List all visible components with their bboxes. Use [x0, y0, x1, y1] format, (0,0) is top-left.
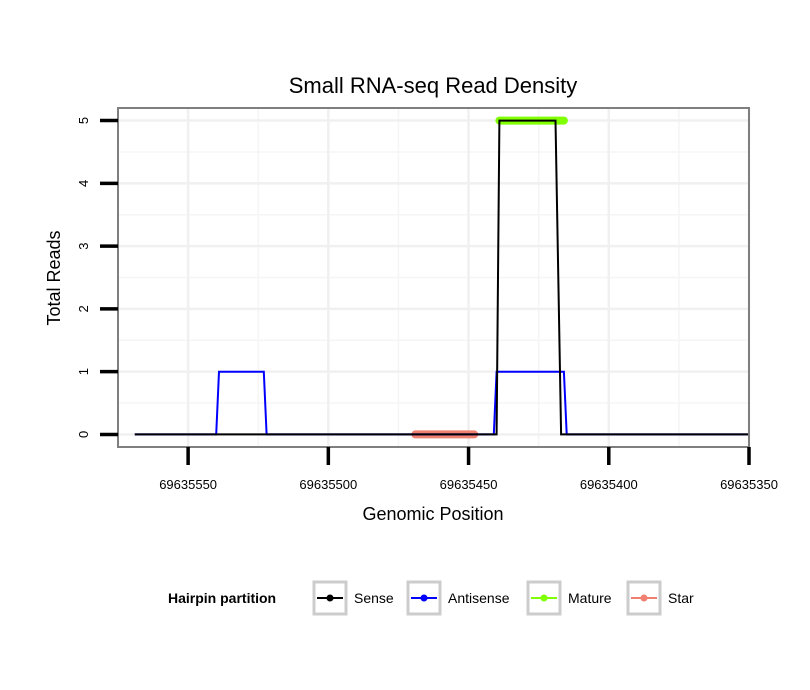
legend-item-sense: Sense	[312, 580, 394, 616]
legend: Hairpin partition Sense Antisense Mature St…	[168, 580, 694, 616]
y-tick-label: 1	[76, 368, 91, 375]
y-tick-label: 2	[76, 305, 91, 312]
y-tick-label: 3	[76, 242, 91, 249]
legend-key-point	[540, 594, 548, 602]
legend-item-star: Star	[626, 580, 694, 616]
legend-key-point	[640, 594, 648, 602]
series-layer	[134, 116, 749, 439]
legend-items: Sense Antisense Mature Star	[312, 580, 694, 616]
y-tick-label: 5	[76, 117, 91, 124]
legend-label: Mature	[568, 590, 612, 606]
x-axis-title: Genomic Position	[362, 504, 503, 524]
y-tick-label: 0	[76, 431, 91, 438]
legend-key-point	[326, 594, 334, 602]
y-axis-title: Total Reads	[44, 230, 64, 325]
legend-item-mature: Mature	[526, 580, 612, 616]
x-tick-label: 69635450	[440, 477, 498, 492]
legend-label: Sense	[354, 590, 394, 606]
legend-label: Antisense	[448, 590, 510, 606]
y-axis: 0 1 2 3 4 5	[76, 117, 118, 438]
legend-label: Star	[668, 590, 694, 606]
legend-key-point	[420, 594, 428, 602]
x-tick-label: 69635550	[159, 477, 217, 492]
legend-item-antisense: Antisense	[406, 580, 510, 616]
series-sense-line	[134, 119, 749, 436]
grid-minor	[118, 108, 749, 447]
x-axis: 69635550 69635500 69635450 69635400 69635350	[159, 447, 778, 492]
chart-title: Small RNA-seq Read Density	[289, 73, 578, 98]
plot-panel-border	[117, 107, 750, 448]
legend-title: Hairpin partition	[168, 590, 276, 606]
x-tick-label: 69635500	[299, 477, 357, 492]
x-tick-label: 69635400	[580, 477, 638, 492]
x-tick-label: 69635350	[720, 477, 778, 492]
y-tick-label: 4	[76, 180, 91, 187]
